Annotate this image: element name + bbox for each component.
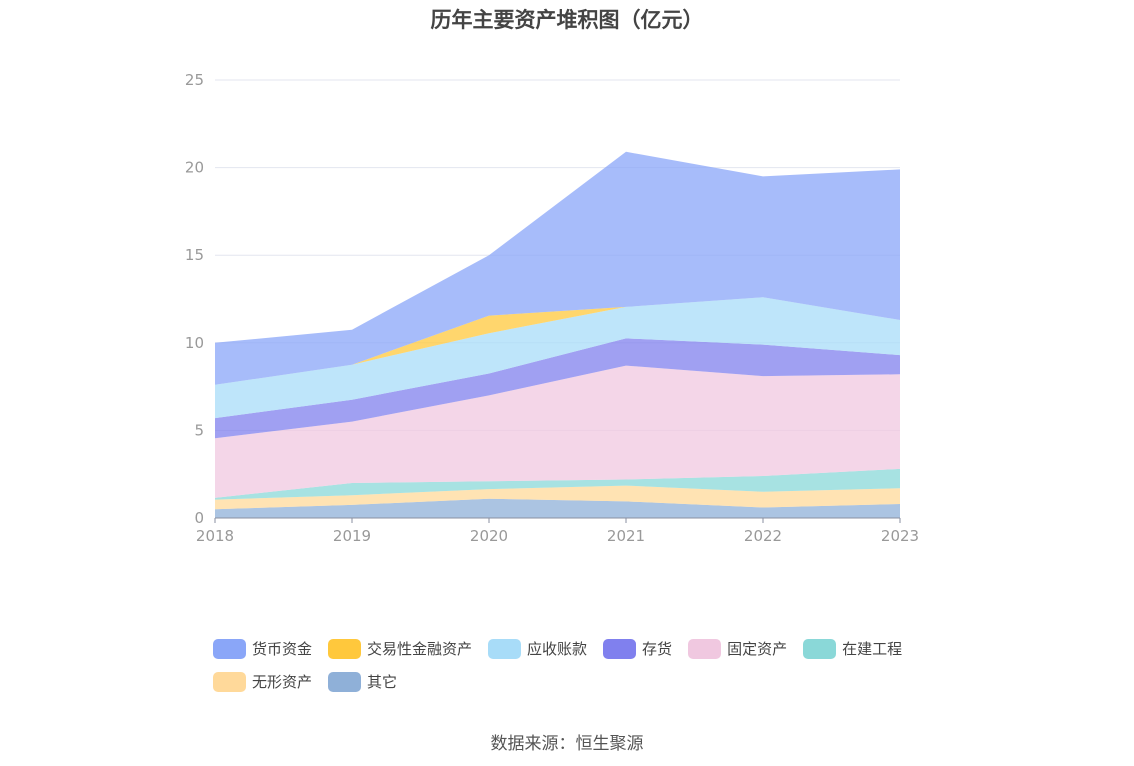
legend-swatch [803,638,837,659]
legend-swatch [603,638,637,659]
y-tick-label: 20 [185,159,204,177]
legend-item-在建工程[interactable]: 在建工程 [803,638,902,659]
area-其它 [215,498,900,518]
legend-row-2: 无形资产 其它 [213,665,973,698]
legend-item-无形资产[interactable]: 无形资产 [213,671,312,692]
area-固定资产 [215,365,900,498]
legend-item-货币资金[interactable]: 货币资金 [213,638,312,659]
legend-item-固定资产[interactable]: 固定资产 [688,638,787,659]
legend-item-应收账款[interactable]: 应收账款 [488,638,587,659]
legend-label: 应收账款 [527,640,588,658]
y-tick-label: 25 [185,71,204,89]
area-交易性金融资产 [215,297,900,385]
area-在建工程 [215,468,900,500]
y-tick-label: 0 [194,509,204,527]
legend-swatch [213,671,246,692]
legend-swatch [688,638,722,659]
legend-label: 货币资金 [252,640,313,658]
legend-label: 其它 [367,673,398,691]
legend-swatch [328,671,362,692]
axes: 0 5 10 15 20 25 2018 2019 2020 2021 2022 2023 [185,71,919,545]
legend-label: 固定资产 [727,640,788,658]
x-tick-label: 2023 [881,527,919,545]
data-source-note: 数据来源：恒生聚源 [490,734,644,754]
x-tick-label: 2020 [470,527,508,545]
y-tick-label: 5 [194,421,204,439]
area-无形资产 [215,485,900,510]
legend-swatch [328,638,362,659]
legend-label: 无形资产 [252,673,313,691]
legend-label: 交易性金融资产 [367,640,473,658]
y-tick-label: 15 [185,246,204,264]
legend-item-存货[interactable]: 存货 [603,638,672,659]
x-tick-label: 2018 [196,527,234,545]
legend-label: 存货 [642,640,673,658]
legend-item-其它[interactable]: 其它 [328,671,397,692]
area-应收账款 [215,297,900,419]
legend-item-交易性金融资产[interactable]: 交易性金融资产 [328,638,472,659]
area-series [215,151,900,518]
legend: 货币资金 交易性金融资产 应收账款 存货 固定资产 在建工程 无形资产 [213,632,973,698]
x-tick-label: 2021 [607,527,645,545]
legend-swatch [213,638,246,659]
legend-row-1: 货币资金 交易性金融资产 应收账款 存货 固定资产 在建工程 [213,632,973,665]
area-货币资金 [215,151,900,385]
x-tick-label: 2022 [744,527,782,545]
legend-swatch [488,638,522,659]
y-tick-label: 10 [185,334,204,352]
chart-title: 历年主要资产堆积图（亿元） [430,8,704,32]
area-存货 [215,338,900,439]
legend-label: 在建工程 [842,640,903,658]
x-tick-label: 2019 [333,527,371,545]
